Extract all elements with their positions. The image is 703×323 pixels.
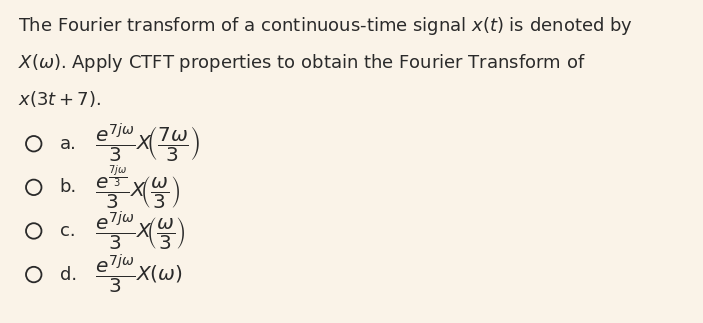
Text: $\dfrac{e^{7j\omega}}{3}X\!\left(\dfrac{7\omega}{3}\right)$: $\dfrac{e^{7j\omega}}{3}X\!\left(\dfrac{… (95, 122, 200, 165)
Text: d.: d. (60, 266, 77, 284)
Text: $\dfrac{e^{\frac{7j\omega}{3}}}{3}X\!\left(\dfrac{\omega}{3}\right)$: $\dfrac{e^{\frac{7j\omega}{3}}}{3}X\!\le… (95, 163, 180, 212)
Text: $X(\omega)$. Apply CTFT properties to obtain the Fourier Transform of: $X(\omega)$. Apply CTFT properties to ob… (18, 52, 586, 74)
Text: $\dfrac{e^{7j\omega}}{3}X\!\left(\dfrac{\omega}{3}\right)$: $\dfrac{e^{7j\omega}}{3}X\!\left(\dfrac{… (95, 209, 186, 253)
Text: b.: b. (60, 178, 77, 196)
Text: The Fourier transform of a continuous-time signal $x(t)$ is denoted by: The Fourier transform of a continuous-ti… (18, 15, 633, 36)
Text: c.: c. (60, 222, 75, 240)
Text: $x(3t + 7)$.: $x(3t + 7)$. (18, 89, 101, 109)
Text: a.: a. (60, 135, 77, 153)
Text: $\dfrac{e^{7j\omega}}{3}X(\omega)$: $\dfrac{e^{7j\omega}}{3}X(\omega)$ (95, 253, 183, 296)
